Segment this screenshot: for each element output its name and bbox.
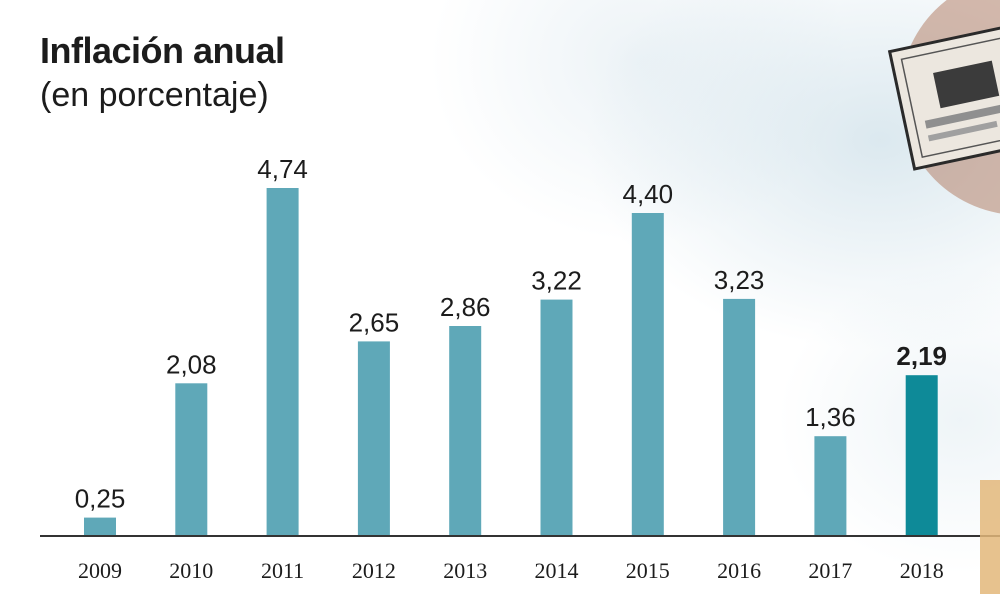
x-tick-label-2010: 2010 xyxy=(169,558,213,583)
value-label-2015: 4,40 xyxy=(622,179,673,209)
bars-group xyxy=(84,188,938,536)
x-tick-label-2017: 2017 xyxy=(808,558,852,583)
x-tick-label-2009: 2009 xyxy=(78,558,122,583)
bar-2016 xyxy=(723,298,756,536)
bar-2013 xyxy=(449,326,482,536)
chart-subtitle: (en porcentaje) xyxy=(40,76,269,114)
value-label-2011: 4,74 xyxy=(257,154,308,184)
x-tick-label-2018: 2018 xyxy=(900,558,944,583)
x-tick-label-2016: 2016 xyxy=(717,558,761,583)
value-label-2014: 3,22 xyxy=(531,266,582,296)
x-tick-label-2014: 2014 xyxy=(535,558,579,583)
chart-title: Inflación anual xyxy=(40,30,285,71)
value-label-2009: 0,25 xyxy=(75,484,126,514)
bar-2017 xyxy=(814,436,847,536)
value-label-2012: 2,65 xyxy=(349,307,400,337)
value-label-2017: 1,36 xyxy=(805,402,856,432)
value-label-2018: 2,19 xyxy=(896,341,947,371)
bar-2011 xyxy=(266,188,299,536)
bar-2012 xyxy=(357,341,390,536)
bar-2014 xyxy=(540,299,573,536)
x-tick-label-2012: 2012 xyxy=(352,558,396,583)
decorative-money-image xyxy=(880,0,1000,594)
value-label-2013: 2,86 xyxy=(440,292,491,322)
bar-2009 xyxy=(84,517,116,536)
x-tick-labels-group: 2009 2010 2011 2012 2013 2014 2015 2016 2017 2018 xyxy=(78,558,944,583)
x-tick-label-2015: 2015 xyxy=(626,558,670,583)
value-labels-group: 0,25 2,08 4,74 2,65 2,86 3,22 4,40 3,23 1,36 2,19 xyxy=(75,154,947,514)
bar-2018 xyxy=(905,375,938,536)
bar-2015 xyxy=(631,213,664,536)
x-tick-label-2013: 2013 xyxy=(443,558,487,583)
bar-2010 xyxy=(175,383,208,536)
value-label-2010: 2,08 xyxy=(166,349,217,379)
x-tick-label-2011: 2011 xyxy=(261,558,304,583)
value-label-2016: 3,23 xyxy=(714,265,765,295)
